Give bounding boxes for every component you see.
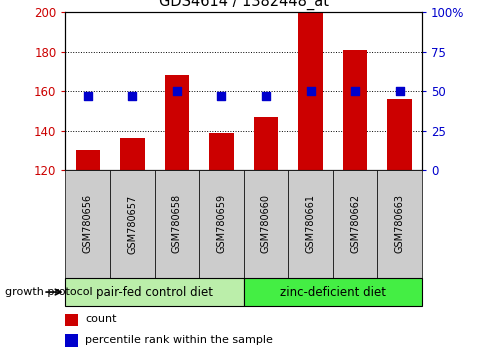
Title: GDS4614 / 1382448_at: GDS4614 / 1382448_at (158, 0, 328, 10)
Bar (76, 150, 100, 170)
Bar (298, 12, 322, 170)
Bar (332, 170, 377, 278)
Bar (65, 278, 243, 306)
Point (261, 93, 269, 99)
Bar (243, 278, 421, 306)
Point (395, 88, 403, 94)
Point (173, 88, 181, 94)
Text: GSM780660: GSM780660 (260, 194, 271, 253)
Point (128, 93, 136, 99)
Bar (154, 170, 199, 278)
Bar (209, 132, 233, 170)
Bar (387, 99, 411, 170)
Point (306, 88, 314, 94)
Bar (342, 50, 366, 170)
Text: GSM780659: GSM780659 (216, 194, 226, 253)
Text: GSM780656: GSM780656 (83, 194, 92, 253)
Text: GSM780658: GSM780658 (171, 194, 182, 253)
Point (350, 88, 358, 94)
Bar (110, 170, 154, 278)
Text: count: count (85, 314, 116, 325)
Text: zinc-deficient diet: zinc-deficient diet (279, 286, 385, 298)
Bar (287, 170, 332, 278)
Point (217, 93, 225, 99)
Bar (199, 170, 243, 278)
Text: GSM780661: GSM780661 (305, 194, 315, 253)
Bar (65, 170, 110, 278)
Bar (65, 334, 78, 347)
Text: percentile rank within the sample: percentile rank within the sample (85, 335, 272, 345)
Point (84, 93, 91, 99)
Bar (65, 314, 78, 326)
Bar (377, 170, 421, 278)
Text: GSM780657: GSM780657 (127, 194, 137, 253)
Bar (253, 117, 278, 170)
Text: GSM780662: GSM780662 (349, 194, 359, 253)
Bar (243, 170, 287, 278)
Bar (164, 75, 189, 170)
Text: pair-fed control diet: pair-fed control diet (96, 286, 212, 298)
Text: growth protocol: growth protocol (5, 287, 92, 297)
Text: GSM780663: GSM780663 (394, 194, 404, 253)
Bar (120, 138, 144, 170)
